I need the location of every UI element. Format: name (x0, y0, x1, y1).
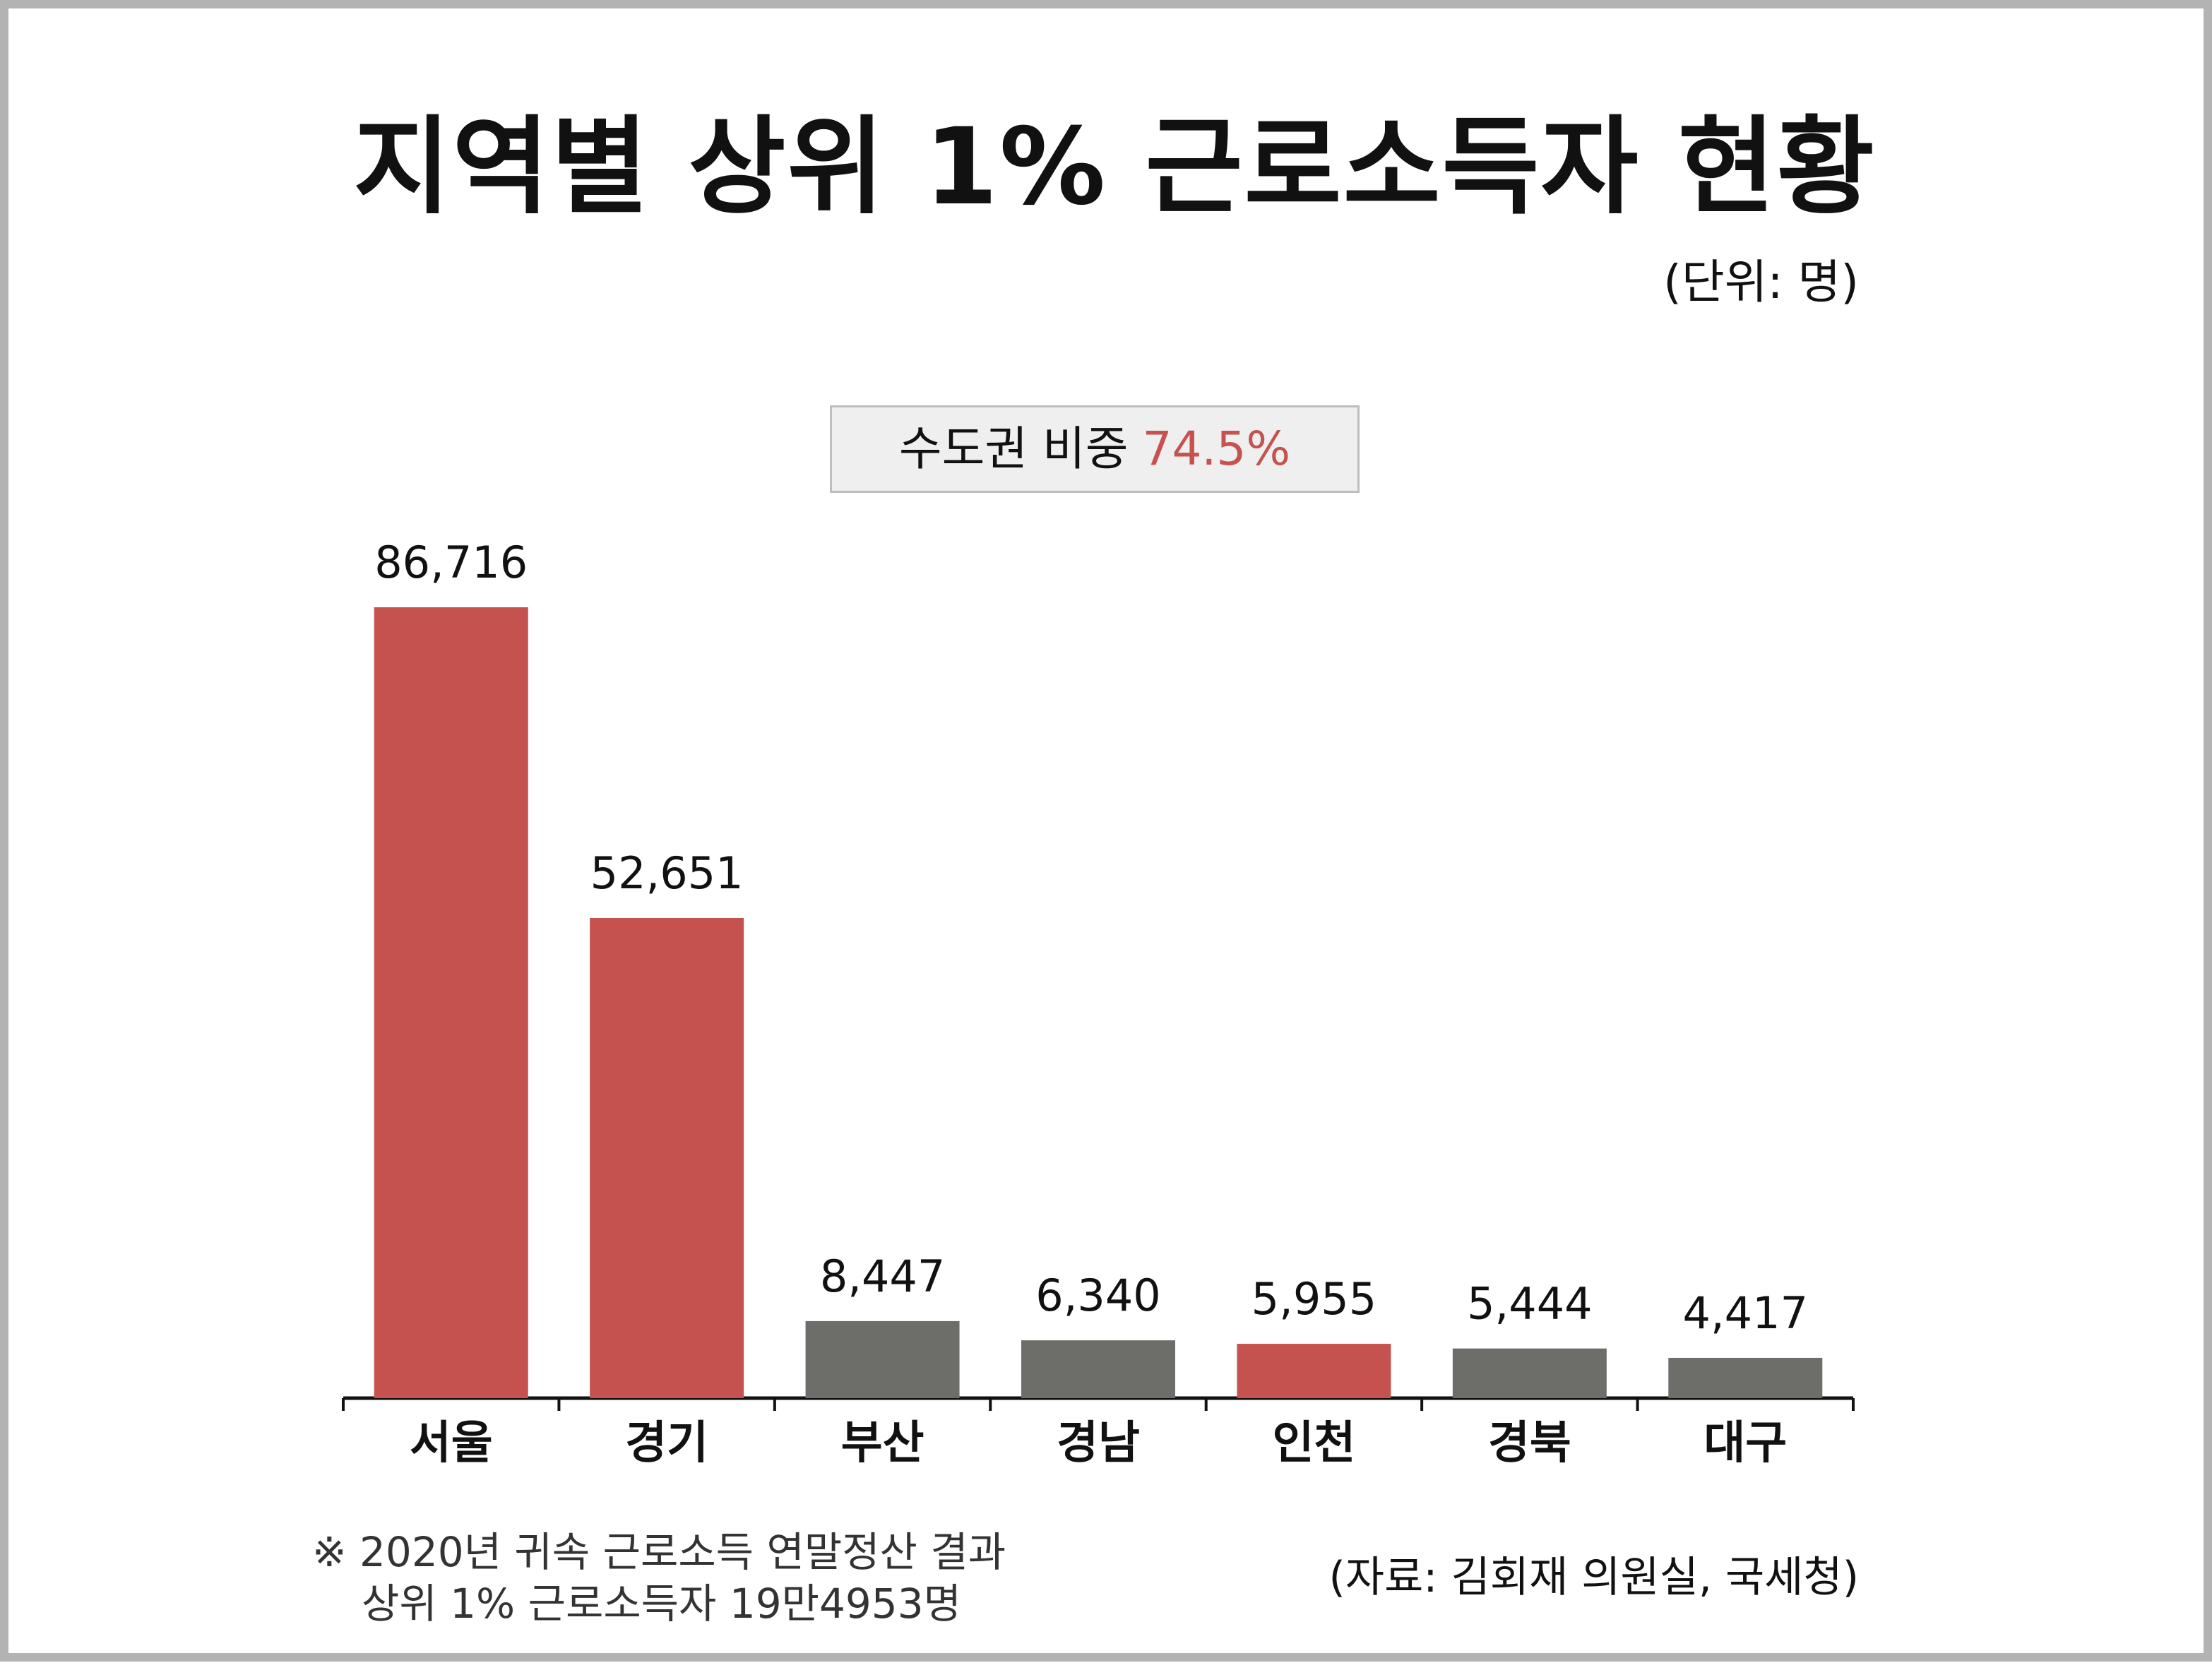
bar-부산 (805, 1320, 960, 1398)
x-tick-label: 인천 (1273, 1417, 1356, 1469)
x-tick-label: 부산 (841, 1417, 924, 1469)
source-note: (자료: 김회재 의원실, 국세청) (1328, 1553, 1859, 1602)
capital-share-callout: 수도권 비중 74.5% (830, 405, 1360, 493)
data-label: 5,444 (1467, 1278, 1593, 1330)
data-label: 86,716 (374, 537, 528, 588)
chart-title: 지역별 상위 1% 근로소득자 현황 (353, 106, 1876, 229)
bar-경기 (590, 917, 744, 1398)
data-label: 4,417 (1683, 1287, 1809, 1339)
callout-label: 수도권 비중 (898, 422, 1129, 476)
x-tick-label: 경기 (625, 1417, 708, 1469)
bar-chart: 86,716 서울 52,651 경기 8,447 부산 6,340 경남 5,955 인천 5,4… (342, 537, 1855, 1469)
x-tick-label: 경남 (1057, 1417, 1140, 1469)
data-label: 52,651 (590, 847, 744, 899)
bar-인천 (1237, 1344, 1391, 1398)
callout-value: 74.5% (1142, 422, 1291, 476)
footnote-line-2: 상위 1% 근로소득자 19만4953명 (362, 1579, 961, 1628)
data-label: 6,340 (1035, 1270, 1161, 1321)
x-tick-label: 대구 (1703, 1417, 1787, 1469)
bar-대구 (1668, 1357, 1823, 1398)
bar-경북 (1452, 1348, 1607, 1398)
x-tick-label: 경북 (1488, 1417, 1571, 1469)
unit-label: (단위: 명) (1663, 255, 1859, 309)
x-tick-label: 서울 (410, 1417, 493, 1469)
footnote-line-1: ※ 2020년 귀속 근로소득 연말정산 결과 (312, 1528, 1006, 1576)
bar-서울 (374, 607, 528, 1398)
data-label: 5,955 (1251, 1273, 1377, 1325)
bar-경남 (1021, 1340, 1175, 1398)
data-label: 8,447 (820, 1251, 946, 1302)
footnote: ※ 2020년 귀속 근로소득 연말정산 결과 상위 1% 근로소득자 19만4… (312, 1527, 1006, 1629)
